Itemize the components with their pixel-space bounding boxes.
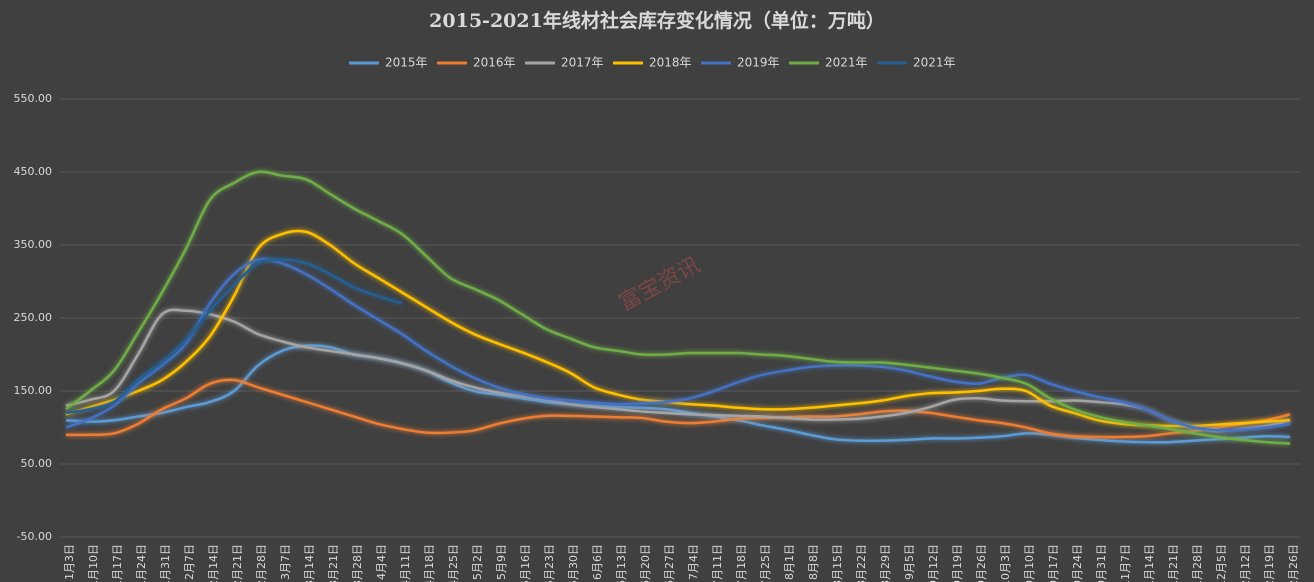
x-tick-label: 11月7日 — [1119, 544, 1132, 582]
x-tick-label: 12月12日 — [1239, 544, 1252, 582]
x-tick-label: 12月26日 — [1287, 544, 1300, 582]
y-tick-label: 450.00 — [14, 165, 53, 178]
x-tick-label: 9月5日 — [903, 544, 916, 580]
legend-label: 2018年 — [649, 56, 692, 70]
y-tick-label: 50.00 — [21, 457, 53, 470]
y-tick-label: 150.00 — [14, 384, 53, 397]
x-tick-label: 1月10日 — [87, 544, 100, 582]
x-tick-label: 2月7日 — [183, 544, 196, 580]
x-tick-label: 3月21日 — [327, 544, 340, 582]
x-tick-label: 1月31日 — [159, 544, 172, 582]
x-tick-label: 1月3日 — [63, 544, 76, 580]
x-tick-label: 5月23日 — [543, 544, 556, 582]
y-tick-label: 350.00 — [14, 238, 53, 251]
x-tick-label: 10月31日 — [1095, 544, 1108, 582]
x-tick-label: 12月19日 — [1263, 544, 1276, 582]
x-tick-label: 11月28日 — [1191, 544, 1204, 582]
x-tick-label: 2月14日 — [207, 544, 220, 582]
x-tick-label: 10月24日 — [1071, 544, 1084, 582]
x-tick-label: 8月15日 — [831, 544, 844, 582]
legend-label: 2017年 — [561, 56, 604, 70]
x-tick-label: 4月4日 — [375, 544, 388, 580]
x-tick-label: 3月14日 — [303, 544, 316, 582]
x-tick-label: 11月14日 — [1143, 544, 1156, 582]
legend-label: 2019年 — [737, 56, 780, 70]
series-line — [65, 229, 1291, 428]
legend-label: 2016年 — [473, 56, 516, 70]
x-tick-label: 10月3日 — [999, 544, 1012, 582]
x-tick-label: 4月18日 — [423, 544, 436, 582]
x-tick-label: 6月27日 — [663, 544, 676, 582]
legend-label: 2021年 — [913, 56, 956, 70]
x-tick-label: 8月8日 — [807, 544, 820, 580]
x-tick-label: 9月26日 — [975, 544, 988, 582]
x-tick-label: 5月16日 — [519, 544, 532, 582]
x-tick-label: 8月29日 — [879, 544, 892, 582]
series-line — [65, 170, 1291, 445]
y-tick-label: 550.00 — [14, 92, 53, 105]
x-tick-label: 1月24日 — [135, 544, 148, 582]
x-tick-label: 5月30日 — [567, 544, 580, 582]
x-tick-label: 7月25日 — [759, 544, 772, 582]
x-tick-label: 1月17日 — [111, 544, 124, 582]
x-tick-label: 2月28日 — [255, 544, 268, 582]
x-tick-label: 6月6日 — [591, 544, 604, 580]
series-line — [65, 308, 1291, 433]
y-tick-label: 250.00 — [14, 311, 53, 324]
x-tick-label: 6月13日 — [615, 544, 628, 582]
legend-label: 2015年 — [385, 56, 428, 70]
chart-title: 2015-2021年线材社会库存变化情况（单位：万吨） — [429, 9, 885, 32]
y-tick-label: -50.00 — [17, 530, 52, 543]
x-tick-label: 7月18日 — [735, 544, 748, 582]
x-tick-label: 3月7日 — [279, 544, 292, 580]
x-tick-label: 7月11日 — [711, 544, 724, 582]
series-line — [65, 378, 1291, 439]
x-tick-label: 6月20日 — [639, 544, 652, 582]
legend-label: 2021年 — [825, 56, 868, 70]
x-tick-label: 10月17日 — [1047, 544, 1060, 582]
x-tick-label: 3月28日 — [351, 544, 364, 582]
x-tick-label: 4月11日 — [399, 544, 412, 582]
x-tick-label: 5月2日 — [471, 544, 484, 580]
series-line — [65, 344, 1291, 444]
x-tick-label: 8月1日 — [783, 544, 796, 580]
x-tick-label: 10月10日 — [1023, 544, 1036, 582]
series-line — [65, 258, 403, 415]
x-tick-label: 7月4日 — [687, 544, 700, 580]
x-tick-label: 4月25日 — [447, 544, 460, 582]
x-tick-label: 2月21日 — [231, 544, 244, 582]
x-tick-label: 8月22日 — [855, 544, 868, 582]
x-tick-label: 11月21日 — [1167, 544, 1180, 582]
x-tick-label: 5月9日 — [495, 544, 508, 580]
x-tick-label: 12月5日 — [1215, 544, 1228, 582]
x-tick-label: 9月19日 — [951, 544, 964, 582]
x-tick-label: 9月12日 — [927, 544, 940, 582]
